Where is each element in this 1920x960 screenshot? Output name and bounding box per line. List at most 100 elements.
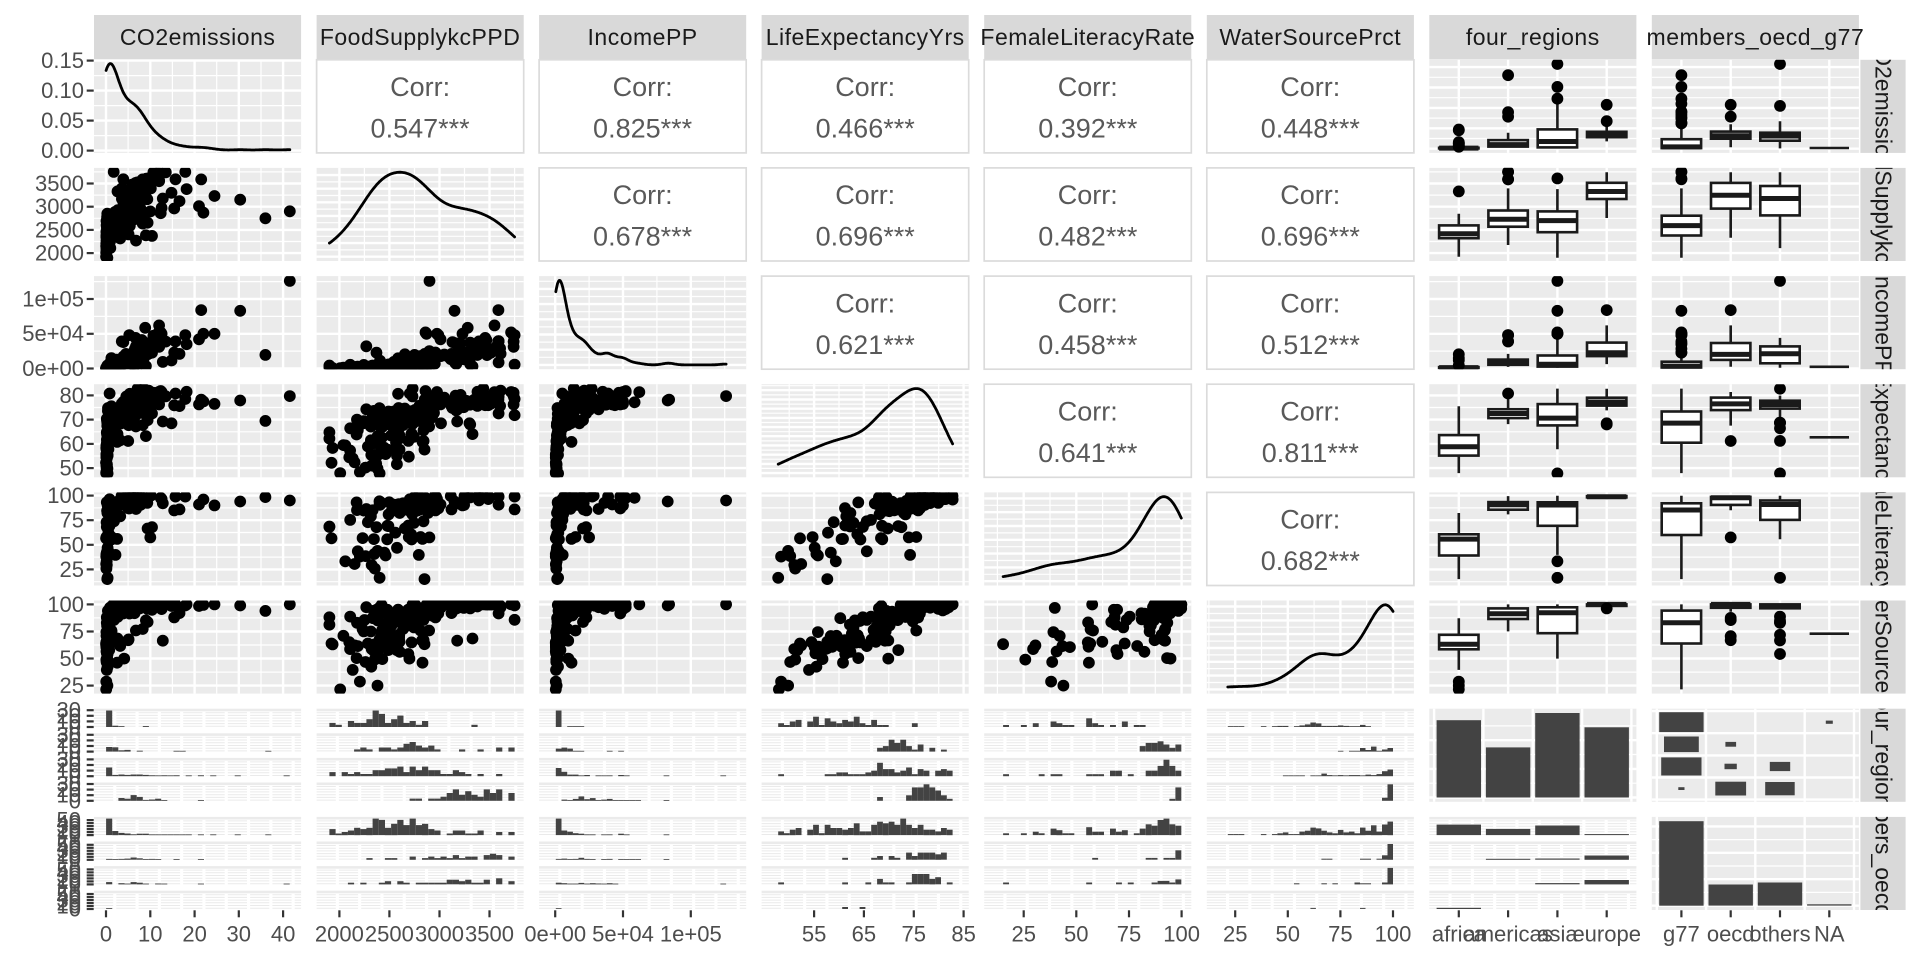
svg-text:100: 100 xyxy=(1163,922,1200,947)
svg-text:0: 0 xyxy=(69,739,81,764)
svg-text:2500: 2500 xyxy=(365,922,414,947)
svg-text:100: 100 xyxy=(1375,922,1412,947)
svg-text:0.641***: 0.641*** xyxy=(1038,438,1138,468)
svg-text:0.811***: 0.811*** xyxy=(1262,438,1360,468)
svg-text:40: 40 xyxy=(57,811,81,836)
svg-text:75: 75 xyxy=(60,619,84,644)
svg-text:Corr:: Corr: xyxy=(1280,505,1340,535)
svg-text:20: 20 xyxy=(57,891,81,916)
svg-text:30: 30 xyxy=(57,772,81,797)
svg-text:WaterSourcePrct: WaterSourcePrct xyxy=(1871,560,1897,735)
svg-text:50: 50 xyxy=(60,646,84,671)
svg-text:Corr:: Corr: xyxy=(1058,397,1118,427)
svg-text:10: 10 xyxy=(57,869,81,894)
svg-text:75: 75 xyxy=(1328,922,1352,947)
svg-text:30: 30 xyxy=(57,863,81,888)
svg-text:0: 0 xyxy=(69,872,81,897)
svg-text:0.10: 0.10 xyxy=(41,78,84,103)
svg-text:10: 10 xyxy=(57,758,81,783)
svg-text:0.05: 0.05 xyxy=(41,108,84,133)
svg-text:10: 10 xyxy=(57,709,81,734)
svg-text:5e+04: 5e+04 xyxy=(592,922,654,947)
svg-text:africa: africa xyxy=(1432,922,1487,947)
svg-text:50: 50 xyxy=(57,832,81,857)
svg-text:0: 0 xyxy=(69,788,81,813)
svg-text:FoodSupplykcPPD: FoodSupplykcPPD xyxy=(1871,118,1897,311)
svg-text:2000: 2000 xyxy=(35,241,84,266)
svg-text:25: 25 xyxy=(1011,922,1035,947)
svg-text:10: 10 xyxy=(57,783,81,808)
svg-text:0.392***: 0.392*** xyxy=(1038,114,1138,144)
svg-text:20: 20 xyxy=(57,817,81,842)
svg-text:WaterSourcePrct: WaterSourcePrct xyxy=(1219,24,1401,50)
svg-text:55: 55 xyxy=(802,922,826,947)
svg-text:65: 65 xyxy=(852,922,876,947)
svg-text:75: 75 xyxy=(1117,922,1141,947)
svg-text:0.466***: 0.466*** xyxy=(816,114,916,144)
svg-text:0: 0 xyxy=(69,715,81,740)
svg-text:20: 20 xyxy=(57,777,81,802)
svg-text:30: 30 xyxy=(57,814,81,839)
svg-text:60: 60 xyxy=(60,431,84,456)
svg-text:Corr:: Corr: xyxy=(390,72,450,102)
svg-text:2000: 2000 xyxy=(315,922,364,947)
svg-text:LifeExpectancyYrs: LifeExpectancyYrs xyxy=(1871,336,1897,526)
svg-text:Corr:: Corr: xyxy=(1058,180,1118,210)
svg-text:four_regions: four_regions xyxy=(1466,24,1600,50)
svg-text:25: 25 xyxy=(60,673,84,698)
svg-text:20: 20 xyxy=(57,866,81,891)
svg-text:75: 75 xyxy=(60,508,84,533)
svg-text:IncomePP: IncomePP xyxy=(1871,270,1897,376)
svg-text:50: 50 xyxy=(60,532,84,557)
svg-text:Corr:: Corr: xyxy=(1058,72,1118,102)
svg-text:10: 10 xyxy=(57,894,81,919)
svg-text:0.547***: 0.547*** xyxy=(371,114,471,144)
svg-text:0e+00: 0e+00 xyxy=(524,922,586,947)
svg-text:70: 70 xyxy=(60,407,84,432)
svg-text:10: 10 xyxy=(57,820,81,845)
svg-text:members_oecd_g77: members_oecd_g77 xyxy=(1871,759,1897,960)
svg-text:Corr:: Corr: xyxy=(835,72,895,102)
svg-text:g77: g77 xyxy=(1663,922,1700,947)
svg-text:0.512***: 0.512*** xyxy=(1261,330,1361,360)
svg-text:30: 30 xyxy=(57,722,81,747)
svg-text:0.448***: 0.448*** xyxy=(1261,114,1361,144)
svg-text:30: 30 xyxy=(57,698,81,723)
svg-text:0.15: 0.15 xyxy=(41,48,84,73)
svg-text:europe: europe xyxy=(1572,922,1641,947)
svg-text:3500: 3500 xyxy=(465,922,514,947)
svg-text:40: 40 xyxy=(57,860,81,885)
svg-text:0: 0 xyxy=(69,897,81,922)
svg-text:20: 20 xyxy=(182,922,206,947)
svg-text:0: 0 xyxy=(100,922,112,947)
svg-text:asia: asia xyxy=(1537,922,1578,947)
svg-text:25: 25 xyxy=(1223,922,1247,947)
svg-text:100: 100 xyxy=(47,483,84,508)
svg-text:50: 50 xyxy=(1064,922,1088,947)
svg-text:CO2emissions: CO2emissions xyxy=(1871,32,1897,182)
svg-text:Corr:: Corr: xyxy=(1280,288,1340,318)
svg-text:50: 50 xyxy=(1276,922,1300,947)
svg-text:0: 0 xyxy=(69,847,81,872)
svg-text:20: 20 xyxy=(57,841,81,866)
svg-text:10: 10 xyxy=(138,922,162,947)
svg-text:2500: 2500 xyxy=(35,217,84,242)
svg-text:Corr:: Corr: xyxy=(1280,72,1340,102)
svg-text:FemaleLiteracyRate: FemaleLiteracyRate xyxy=(1871,436,1897,642)
svg-text:0: 0 xyxy=(69,823,81,848)
svg-text:50: 50 xyxy=(57,808,81,833)
svg-text:50: 50 xyxy=(60,456,84,481)
svg-text:30: 30 xyxy=(227,922,251,947)
svg-text:3500: 3500 xyxy=(35,171,84,196)
svg-text:10: 10 xyxy=(57,734,81,759)
svg-text:0.696***: 0.696*** xyxy=(816,222,916,252)
svg-text:0.678***: 0.678*** xyxy=(593,222,693,252)
svg-text:Corr:: Corr: xyxy=(1280,180,1340,210)
svg-text:75: 75 xyxy=(902,922,926,947)
svg-text:30: 30 xyxy=(57,838,81,863)
svg-text:Corr:: Corr: xyxy=(835,180,895,210)
svg-text:Corr:: Corr: xyxy=(835,288,895,318)
svg-text:Corr:: Corr: xyxy=(613,72,673,102)
svg-text:four_regions: four_regions xyxy=(1871,691,1897,819)
svg-text:85: 85 xyxy=(951,922,975,947)
